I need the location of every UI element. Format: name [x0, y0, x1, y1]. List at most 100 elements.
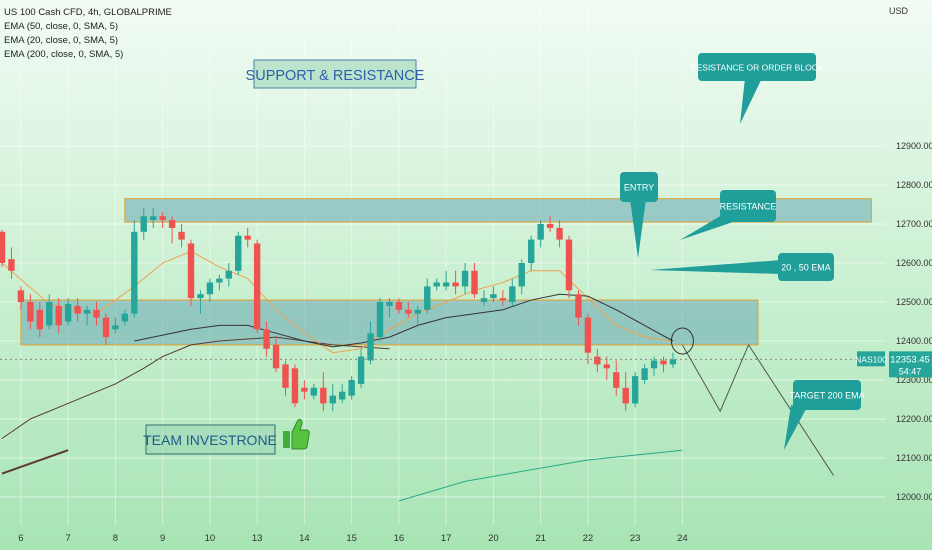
y-tick-label: 12000.00: [896, 492, 932, 502]
thumbs-up-icon: [283, 419, 310, 450]
candle: [253, 243, 261, 330]
y-tick-label: 12500.00: [896, 297, 932, 307]
candle: [36, 309, 43, 330]
price-symbol-label: NAS100: [855, 354, 887, 364]
entry-callout-label: ENTRY: [624, 183, 654, 193]
indicator-ema-50: EMA (50, close, 0, SMA, 5): [4, 21, 119, 32]
candle: [263, 329, 270, 349]
x-tick-label: 16: [394, 533, 405, 544]
candle: [556, 227, 563, 240]
projection-path: [681, 343, 835, 476]
entry-callout-box: [620, 172, 658, 202]
candle: [83, 309, 91, 314]
ema-200-line: [1, 449, 69, 475]
candle: [603, 364, 610, 369]
candle: [461, 270, 469, 287]
x-tick-label: 7: [66, 533, 71, 544]
candle: [8, 259, 15, 271]
support-resistance-label: SUPPORT & RESISTANCE: [246, 68, 425, 84]
candle: [235, 235, 242, 271]
team-box: [145, 424, 276, 455]
x-tick-label: 10: [205, 533, 216, 544]
x-tick-label: 8: [113, 533, 118, 544]
entry-circle: [670, 327, 694, 355]
candle: [121, 313, 129, 322]
candle: [442, 282, 450, 287]
symbol-line: US 100 Cash CFD, 4h, GLOBALPRIME: [4, 7, 172, 18]
candle: [357, 356, 365, 384]
candle: [140, 216, 147, 232]
candle: [452, 282, 459, 287]
indicator-ema-20: EMA (20, close, 0, SMA, 5): [4, 35, 119, 46]
x-tick-label: 9: [160, 533, 165, 544]
candle: [17, 290, 25, 302]
price-symbol-tag: [857, 351, 885, 367]
candle: [64, 303, 72, 322]
candle: [329, 395, 336, 404]
entry-callout-pointer: [630, 199, 646, 258]
candle: [395, 302, 403, 310]
resistance-callout-box: [720, 190, 776, 222]
candle: [528, 239, 535, 263]
candle: [433, 282, 440, 287]
target-callout-label: TARGET 200 EMA: [789, 391, 864, 401]
candle: [282, 364, 289, 388]
ema-200-line: [398, 449, 683, 502]
candle: [546, 224, 554, 228]
x-tick-label: 13: [252, 533, 263, 544]
x-tick-label: 15: [346, 533, 357, 544]
x-tick-label: 21: [535, 533, 546, 544]
candle: [537, 224, 544, 240]
candle: [150, 216, 157, 221]
resistance-ob-callout-box: [698, 53, 816, 81]
candle: [650, 360, 658, 369]
candle: [301, 387, 308, 392]
resistance-ob-callout-pointer: [740, 78, 762, 124]
currency-label: USD: [888, 6, 908, 16]
team-label: TEAM INVESTRONE: [143, 432, 277, 448]
price-timer-label: 54:47: [899, 366, 922, 376]
x-tick-label: 22: [583, 533, 594, 544]
y-tick-label: 12700.00: [896, 219, 932, 229]
y-tick-label: 12600.00: [896, 258, 932, 268]
x-tick-label: 23: [630, 533, 641, 544]
candle: [320, 387, 327, 404]
candle: [178, 231, 185, 240]
candle: [565, 239, 573, 291]
x-tick-label: 17: [441, 533, 452, 544]
candle: [386, 302, 393, 306]
x-tick-label: 14: [299, 533, 310, 544]
candle: [584, 317, 592, 353]
candle: [310, 387, 318, 396]
candle: [74, 305, 81, 314]
candle: [0, 231, 6, 263]
candle: [405, 309, 412, 314]
candle: [348, 380, 355, 396]
candle: [424, 286, 431, 310]
candle: [244, 235, 251, 240]
support-resistance-box: [253, 59, 417, 89]
candle: [27, 302, 34, 322]
candle: [622, 387, 629, 404]
price-value-tag: [889, 351, 932, 378]
candle: [216, 278, 223, 283]
y-tick-label: 12900.00: [896, 141, 932, 151]
candle: [46, 302, 53, 326]
price-value-label: 12353.45: [890, 354, 930, 365]
resistance-ob-callout-label: RESISTANCE OR ORDER BLOCK: [690, 63, 823, 73]
legend: US 100 Cash CFD, 4h, GLOBALPRIME EMA (50…: [4, 6, 172, 62]
candle: [669, 359, 677, 365]
ema-50-line: [134, 293, 674, 348]
y-tick-label: 12300.00: [896, 375, 932, 385]
candle: [480, 298, 488, 302]
candle: [518, 263, 525, 287]
candle: [376, 302, 384, 338]
y-tick-label: 12200.00: [896, 414, 932, 424]
candle: [206, 282, 214, 295]
candle: [93, 309, 100, 318]
ema-200-line: [1, 336, 390, 439]
target-callout-box: [793, 380, 861, 410]
candle: [159, 216, 166, 221]
